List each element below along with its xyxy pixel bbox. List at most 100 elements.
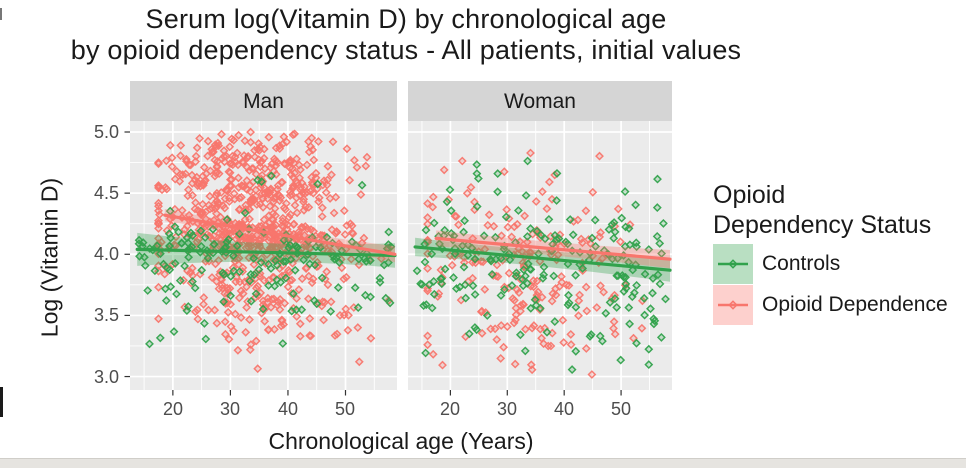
point: [429, 276, 439, 286]
point: [461, 293, 471, 303]
point: [246, 242, 256, 251]
point: [586, 330, 596, 340]
point: [573, 215, 583, 225]
point: [512, 219, 522, 229]
point: [519, 265, 529, 275]
point: [492, 335, 502, 345]
point: [291, 176, 301, 186]
screen-edge-artifact: [0, 8, 2, 20]
point: [326, 297, 336, 307]
point: [224, 235, 234, 244]
point: [235, 229, 244, 239]
point: [615, 237, 625, 247]
point: [276, 277, 286, 287]
point: [271, 256, 281, 266]
point: [240, 208, 250, 218]
point: [287, 275, 297, 285]
point: [523, 156, 533, 166]
point: [574, 311, 583, 321]
facet-strip-label: Woman: [504, 90, 576, 113]
point: [542, 204, 552, 214]
point: [640, 269, 650, 279]
point: [229, 135, 239, 145]
point: [176, 151, 185, 161]
points-layer-opioid: [154, 127, 394, 374]
point: [319, 176, 329, 186]
point: [530, 295, 540, 305]
point: [193, 205, 203, 215]
point: [540, 234, 550, 244]
point: [154, 219, 163, 229]
point: [499, 167, 509, 177]
point: [234, 293, 244, 303]
point: [332, 227, 342, 237]
point: [591, 241, 601, 251]
point: [215, 239, 225, 249]
point: [253, 175, 263, 185]
screen-edge-artifact: [0, 387, 3, 417]
point: [458, 241, 467, 251]
point: [553, 250, 563, 260]
point: [561, 237, 571, 247]
point: [544, 177, 554, 187]
point: [596, 281, 605, 291]
point: [323, 280, 333, 290]
y-axis-title: Log (Vitamin D): [36, 177, 63, 338]
point: [139, 252, 149, 262]
point: [472, 169, 482, 179]
point: [170, 258, 180, 268]
point: [299, 255, 309, 265]
point: [292, 208, 302, 218]
point: [236, 313, 246, 323]
point: [262, 297, 272, 307]
point: [255, 162, 265, 172]
point: [427, 303, 437, 313]
point: [652, 203, 662, 213]
point: [177, 238, 186, 248]
point: [312, 299, 322, 309]
point: [644, 344, 654, 354]
point: [220, 317, 230, 327]
point: [327, 170, 336, 180]
point: [311, 168, 321, 178]
facet-strip: [130, 81, 397, 121]
point: [205, 191, 215, 201]
point: [617, 271, 627, 280]
point: [236, 286, 246, 296]
point: [256, 221, 266, 231]
point: [245, 186, 255, 196]
point: [214, 169, 224, 179]
point: [246, 127, 256, 137]
point: [447, 260, 457, 270]
point: [629, 333, 638, 343]
point: [277, 316, 287, 326]
x-tick-label: 20: [439, 399, 461, 419]
point: [199, 318, 209, 328]
point: [493, 272, 503, 282]
point: [222, 186, 232, 195]
point: [599, 287, 609, 297]
point: [357, 180, 367, 190]
point: [511, 310, 521, 320]
point: [342, 144, 352, 154]
point: [649, 314, 659, 324]
point: [493, 169, 503, 179]
point: [442, 197, 452, 207]
point: [531, 300, 541, 310]
point: [301, 264, 311, 274]
point: [472, 325, 482, 335]
point: [250, 152, 260, 162]
point: [362, 152, 372, 162]
point: [275, 191, 284, 201]
point: [310, 260, 320, 270]
point: [446, 206, 456, 216]
point: [539, 262, 549, 272]
point: [496, 321, 506, 330]
point: [234, 182, 244, 192]
point: [661, 294, 670, 304]
point: [552, 235, 562, 245]
point: [196, 226, 206, 236]
point: [305, 259, 315, 269]
point: [212, 188, 222, 198]
point: [460, 216, 470, 226]
